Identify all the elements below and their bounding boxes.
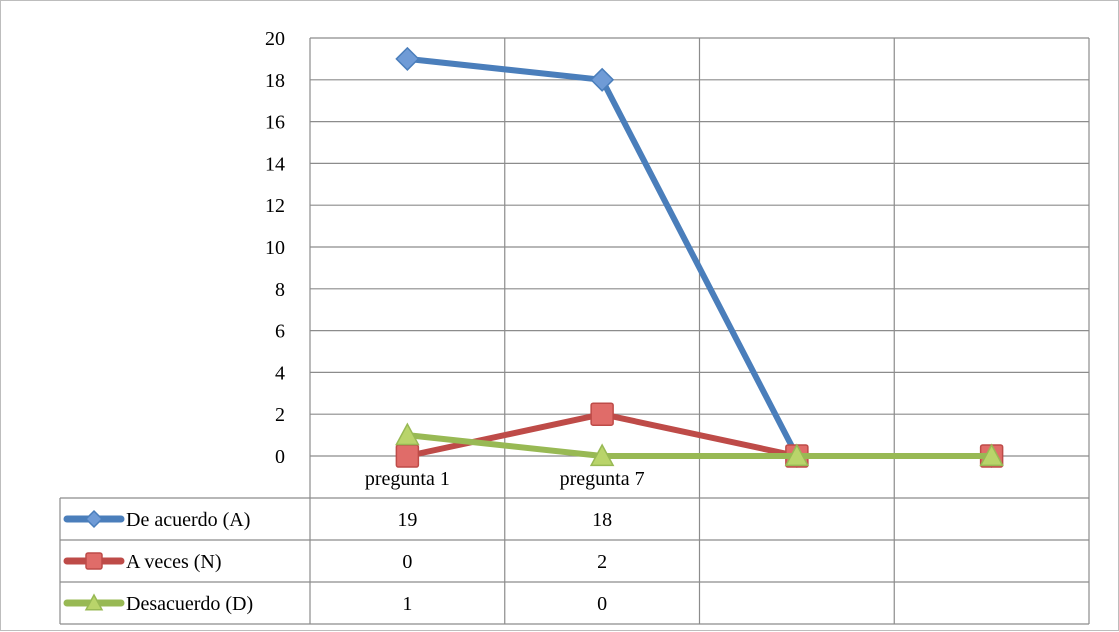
data-table-value: 0 xyxy=(597,593,607,615)
data-point xyxy=(395,46,420,71)
y-tick-label: 6 xyxy=(275,321,285,343)
data-point xyxy=(590,402,614,426)
y-tick-label: 18 xyxy=(265,70,285,92)
y-tick-label: 14 xyxy=(265,153,285,175)
data-table-value: 19 xyxy=(397,509,417,531)
data-point xyxy=(784,443,810,467)
series-line xyxy=(404,432,995,459)
legend-key-marker xyxy=(84,509,104,529)
y-tick-label: 4 xyxy=(275,362,285,384)
y-tick-label: 2 xyxy=(275,404,285,426)
y-tick-label: 0 xyxy=(275,446,285,468)
data-table-value: 0 xyxy=(402,551,412,573)
legend-series-name: A veces (N) xyxy=(126,551,222,573)
y-tick-label: 8 xyxy=(275,279,285,301)
legend-key-marker xyxy=(85,552,103,570)
data-point xyxy=(395,422,420,446)
x-category-label: pregunta 7 xyxy=(560,468,645,490)
data-point xyxy=(589,443,615,467)
data-table-value: 2 xyxy=(597,551,607,573)
y-tick-label: 10 xyxy=(265,237,285,259)
data-table-value: 18 xyxy=(592,509,612,531)
x-category-label: pregunta 1 xyxy=(365,468,450,490)
data-point xyxy=(395,444,420,468)
y-tick-label: 20 xyxy=(265,28,285,50)
data-point xyxy=(590,67,615,92)
legend-series-name: Desacuerdo (D) xyxy=(126,593,253,615)
data-point xyxy=(979,443,1004,467)
legend-key-marker xyxy=(84,593,104,611)
legend-series-name: De acuerdo (A) xyxy=(126,509,250,531)
y-tick-label: 16 xyxy=(265,112,285,134)
y-tick-label: 12 xyxy=(265,195,285,217)
data-table-value: 1 xyxy=(402,593,412,615)
